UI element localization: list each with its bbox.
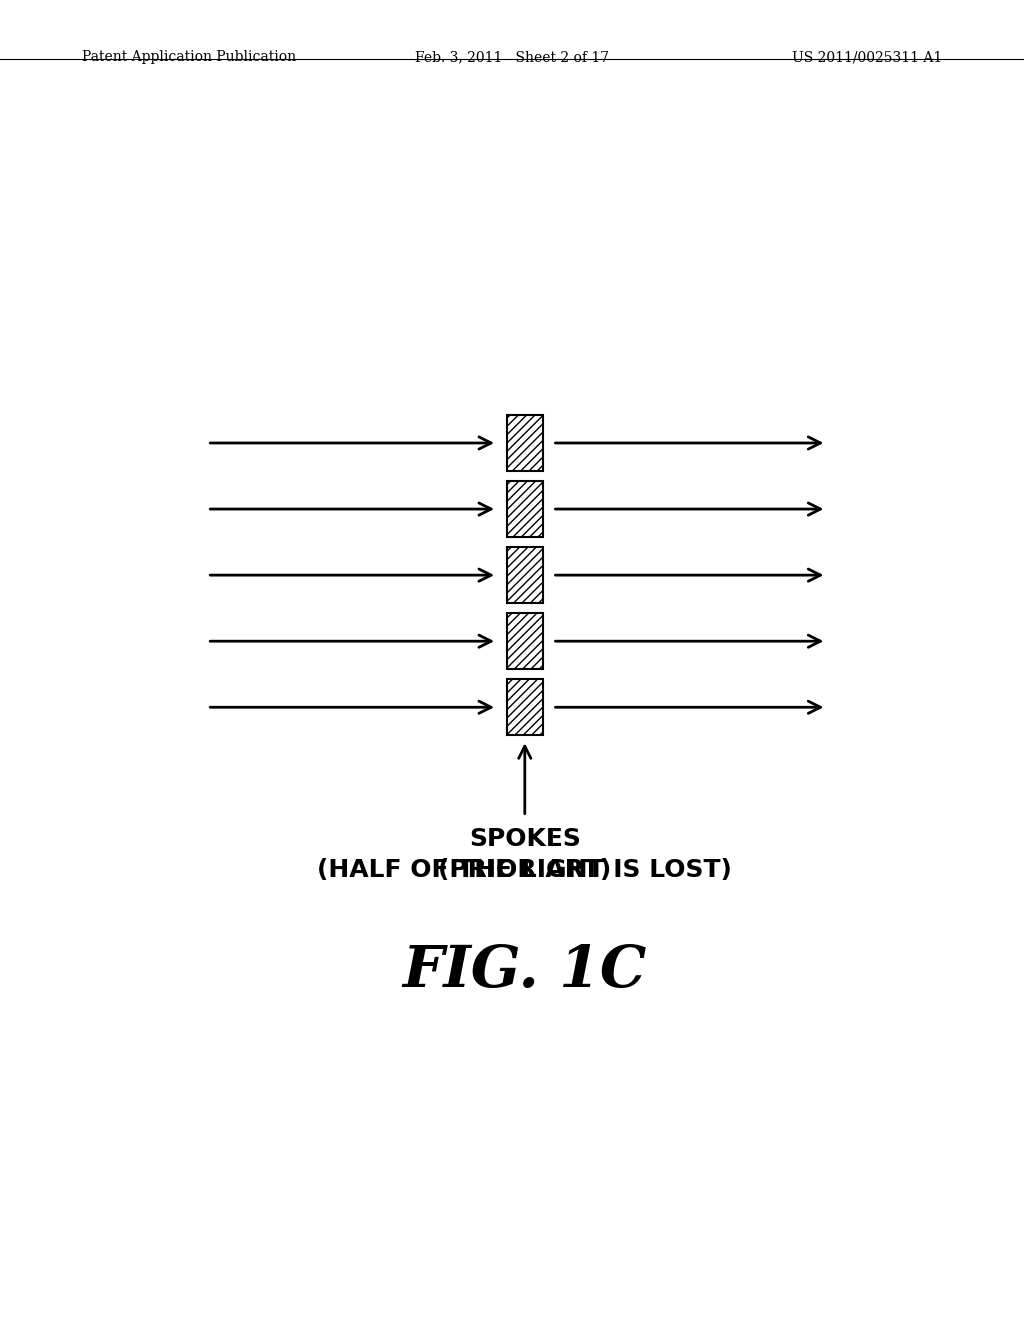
Bar [507,414,543,471]
Bar [507,680,543,735]
Text: FIG. 1C: FIG. 1C [402,944,647,999]
Bar [507,480,543,537]
Text: Patent Application Publication: Patent Application Publication [82,50,296,65]
Text: (PRIOR ART): (PRIOR ART) [438,858,611,882]
Text: US 2011/0025311 A1: US 2011/0025311 A1 [792,50,942,65]
Text: Feb. 3, 2011   Sheet 2 of 17: Feb. 3, 2011 Sheet 2 of 17 [415,50,609,65]
Bar [507,614,543,669]
Text: SPOKES
(HALF OF THE LIGHT IS LOST): SPOKES (HALF OF THE LIGHT IS LOST) [317,826,732,882]
Bar [507,548,543,603]
